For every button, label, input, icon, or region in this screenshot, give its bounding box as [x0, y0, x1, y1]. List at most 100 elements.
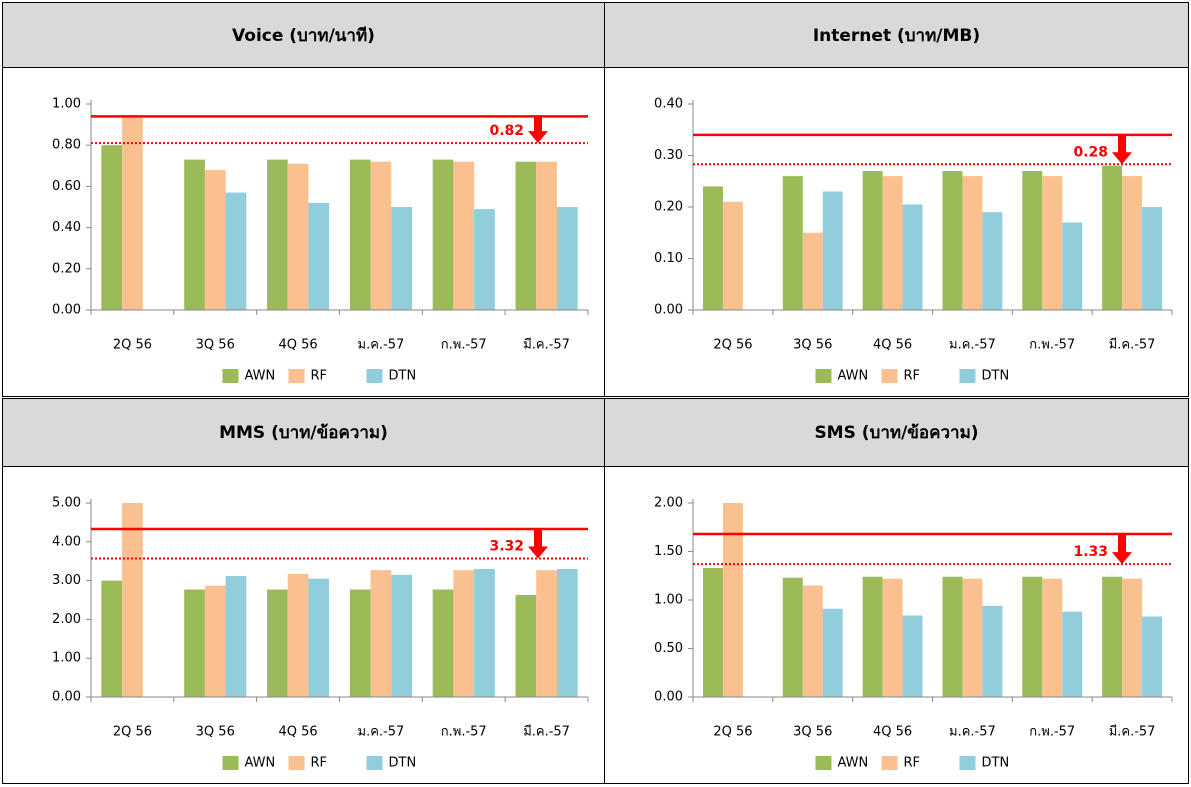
panel-header: Internet (บาท/MB) — [604, 2, 1189, 68]
legend-label: RF — [311, 369, 328, 384]
down-arrow — [1112, 134, 1132, 165]
bar — [453, 161, 475, 310]
bar — [962, 578, 983, 697]
down-arrow — [528, 528, 548, 559]
bar — [225, 575, 247, 697]
legend-swatch — [222, 369, 239, 383]
panel-header: SMS (บาท/ข้อความ) — [604, 398, 1189, 467]
x-tick-label: 3Q 56 — [793, 338, 832, 353]
y-tick-label: 0.00 — [654, 303, 683, 318]
y-tick-label: 0.50 — [654, 641, 683, 656]
legend-label: AWN — [245, 369, 276, 384]
bar — [722, 503, 743, 697]
x-tick-label: มี.ค.-57 — [523, 337, 570, 353]
x-tick-label: 3Q 56 — [793, 725, 832, 740]
annotation: 0.82 — [489, 123, 524, 139]
y-tick-label: 0.80 — [52, 138, 81, 153]
legend-swatch — [288, 369, 305, 383]
x-tick-label: มี.ค.-57 — [1109, 724, 1156, 740]
x-tick-label: ก.พ.-57 — [1029, 338, 1075, 353]
bar — [1042, 176, 1063, 310]
y-tick-label: 3.00 — [52, 573, 81, 588]
bar — [1142, 207, 1163, 310]
x-tick-label: ก.พ.-57 — [1029, 725, 1075, 740]
bar — [942, 170, 963, 310]
legend-swatch — [815, 369, 832, 383]
bar — [862, 170, 883, 310]
panel-body: 0.00 0.10 0.20 0.30 0.40 2Q 56 3Q 56 4Q 56 ม.ค.-… — [604, 67, 1189, 397]
bar — [782, 577, 803, 697]
x-tick-label: 2Q 56 — [713, 725, 752, 740]
x-tick-label: ม.ค.-57 — [949, 338, 996, 353]
bar — [184, 589, 205, 697]
bar — [1122, 578, 1143, 697]
bar — [1122, 176, 1143, 310]
legend-swatch — [881, 756, 898, 770]
bar — [391, 574, 412, 697]
legend-label: DTN — [389, 369, 417, 384]
x-tick-label: 4Q 56 — [873, 338, 912, 353]
bar — [184, 159, 205, 310]
bar — [391, 207, 412, 310]
bar — [1142, 616, 1163, 697]
bar — [308, 202, 330, 310]
bar — [204, 169, 226, 310]
bar — [982, 212, 1003, 310]
bar — [982, 605, 1003, 697]
bar — [1022, 170, 1043, 310]
legend-label: RF — [311, 756, 328, 771]
bar — [287, 574, 309, 697]
x-tick-label: 4Q 56 — [873, 725, 912, 740]
y-tick-label: 2.00 — [52, 612, 81, 627]
bar — [1022, 576, 1043, 697]
legend-label: AWN — [838, 756, 869, 771]
bar — [267, 159, 288, 310]
bar — [349, 159, 371, 310]
bar — [204, 585, 226, 697]
bar — [474, 209, 495, 310]
y-tick-label: 1.00 — [654, 593, 683, 608]
bar — [432, 159, 454, 310]
y-tick-label: 2.00 — [654, 496, 683, 511]
legend-swatch — [959, 369, 976, 383]
bar — [536, 570, 557, 697]
y-tick-label: 0.60 — [52, 179, 81, 194]
y-tick-label: 0.00 — [52, 690, 81, 705]
x-tick-label: 4Q 56 — [278, 338, 317, 353]
legend-label: RF — [904, 756, 921, 771]
legend-swatch — [288, 756, 305, 770]
annotation: 3.32 — [489, 538, 524, 554]
y-tick-label: 0.30 — [654, 148, 683, 163]
x-tick-label: ก.พ.-57 — [441, 725, 487, 740]
bar — [101, 145, 123, 310]
down-arrow — [528, 116, 548, 144]
bar — [1102, 165, 1123, 310]
y-tick-label: 0.40 — [52, 220, 81, 235]
y-tick-label: 1.50 — [654, 544, 683, 559]
bar — [474, 568, 495, 697]
bar — [122, 116, 143, 310]
bar — [267, 589, 288, 697]
annotation: 0.28 — [1073, 144, 1108, 160]
bar — [1042, 578, 1063, 697]
bar — [962, 176, 983, 310]
panel-body: 0.00 0.20 0.40 0.60 0.80 1.00 2Q 56 3Q 56 4Q 56 ม… — [2, 67, 605, 397]
bar — [702, 186, 723, 310]
legend-swatch — [881, 369, 898, 383]
legend-label: RF — [904, 369, 921, 384]
bar — [370, 161, 392, 310]
x-tick-label: ก.พ.-57 — [441, 338, 487, 353]
chart: 0.00 1.00 2.00 3.00 4.00 5.00 2Q 56 3Q 56 4Q 56 ม… — [52, 496, 589, 771]
legend-swatch — [959, 756, 976, 770]
y-tick-label: 5.00 — [52, 496, 81, 511]
x-tick-label: 3Q 56 — [196, 338, 235, 353]
x-tick-label: 3Q 56 — [196, 725, 235, 740]
bar — [349, 589, 371, 697]
bar — [882, 578, 903, 697]
bar — [536, 161, 557, 310]
y-tick-label: 0.20 — [654, 200, 683, 215]
bar — [882, 176, 903, 310]
chart: 0.00 0.50 1.00 1.50 2.00 2Q 56 3Q 56 4Q 56 ม.ค.-… — [654, 496, 1173, 771]
legend-label: DTN — [982, 756, 1010, 771]
